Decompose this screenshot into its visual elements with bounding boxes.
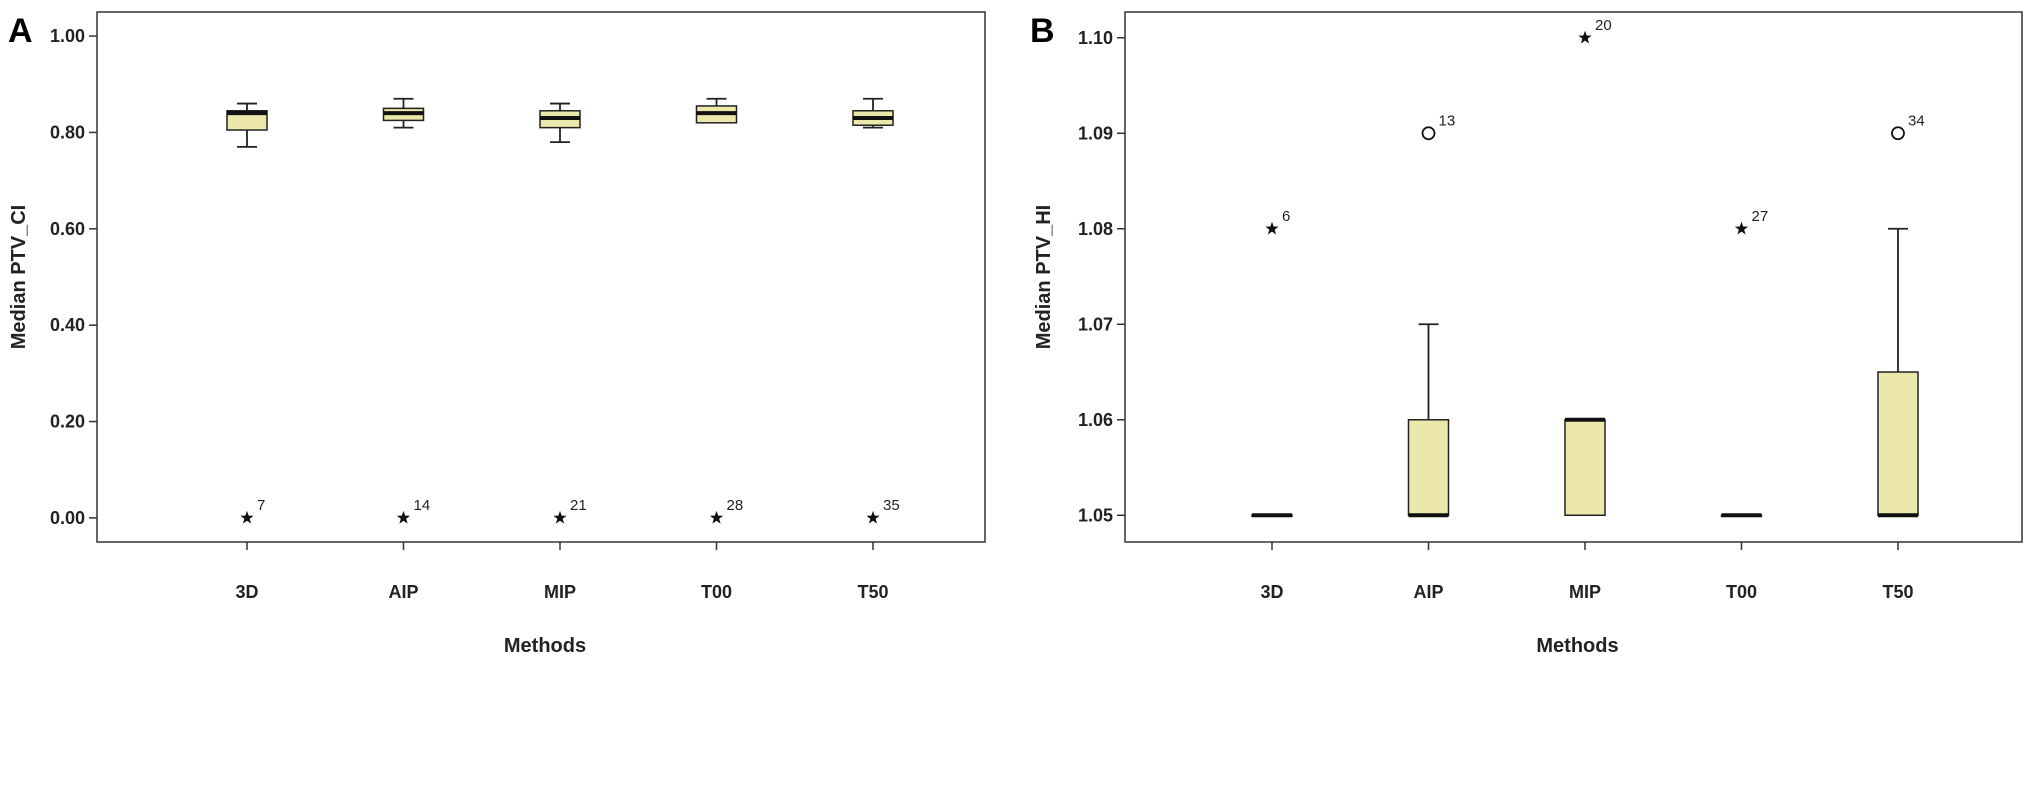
y-tick-label: 1.07 xyxy=(1078,314,1113,334)
outlier-star xyxy=(1578,30,1592,44)
panel-b: B 1.05 1.06 1.07 1.08 1.09 1.10 Median PTV_HI 3D… xyxy=(1030,11,2023,657)
panel-a: A 0.00 0.20 0.40 0.60 0.80 1.00 Median PTV_CI 3D… xyxy=(8,11,986,657)
outlier-label: 21 xyxy=(570,497,587,514)
outlier-star xyxy=(396,510,411,524)
x-axis-title: Methods xyxy=(504,635,586,657)
x-tick-label: 3D xyxy=(1260,582,1283,602)
y-tick-label: 1.09 xyxy=(1078,123,1113,143)
outlier-label: 34 xyxy=(1908,112,1925,129)
plot-frame xyxy=(96,11,986,543)
outlier-star xyxy=(240,510,254,524)
outlier-star xyxy=(553,510,567,524)
x-tick-label: MIP xyxy=(544,582,576,602)
box-MIP xyxy=(1564,419,1606,517)
outlier-star xyxy=(709,510,724,524)
x-tick-label: T00 xyxy=(701,582,732,602)
panel-letter: A xyxy=(8,12,33,50)
x-tick-label: T50 xyxy=(1882,582,1913,602)
outlier-label: 20 xyxy=(1595,17,1612,34)
y-tick-label: 1.06 xyxy=(1078,410,1113,430)
outlier-star xyxy=(1734,221,1749,235)
box-AIP xyxy=(1407,419,1450,517)
x-tick-label: 3D xyxy=(235,582,258,602)
y-tick-label: 1.10 xyxy=(1078,28,1113,48)
y-tick-label: 1.08 xyxy=(1078,219,1113,239)
x-tick-label: T50 xyxy=(857,582,888,602)
x-tick-label: AIP xyxy=(1413,582,1443,602)
outlier-label: 28 xyxy=(727,497,744,514)
x-tick-label: AIP xyxy=(388,582,418,602)
outlier-label: 27 xyxy=(1752,208,1769,225)
y-tick-label: 1.00 xyxy=(50,26,85,46)
x-tick-label: MIP xyxy=(1569,582,1601,602)
outlier-circle xyxy=(1891,126,1905,141)
outlier-circle xyxy=(1421,126,1436,141)
box-3D xyxy=(226,110,268,131)
y-tick-label: 0.40 xyxy=(50,315,85,335)
y-axis-title: Median PTV_HI xyxy=(1033,205,1055,349)
y-tick-label: 0.80 xyxy=(50,122,85,142)
y-tick-label: 1.05 xyxy=(1078,505,1113,525)
outlier-star xyxy=(1265,221,1279,235)
y-tick-label: 0.60 xyxy=(50,219,85,239)
outlier-label: 13 xyxy=(1439,112,1456,129)
panel-letter: B xyxy=(1030,12,1055,50)
outlier-label: 35 xyxy=(883,497,900,514)
outlier-label: 7 xyxy=(257,497,265,514)
y-axis-title: Median PTV_CI xyxy=(8,205,30,349)
y-tick-label: 0.20 xyxy=(50,412,85,432)
y-tick-label: 0.00 xyxy=(50,508,85,528)
outlier-label: 14 xyxy=(414,497,431,514)
plot-frame xyxy=(1124,11,2023,543)
outlier-label: 6 xyxy=(1282,208,1290,225)
outlier-star xyxy=(866,510,880,524)
x-tick-label: T00 xyxy=(1726,582,1757,602)
x-axis-title: Methods xyxy=(1536,635,1618,657)
box-T50 xyxy=(1877,371,1919,517)
